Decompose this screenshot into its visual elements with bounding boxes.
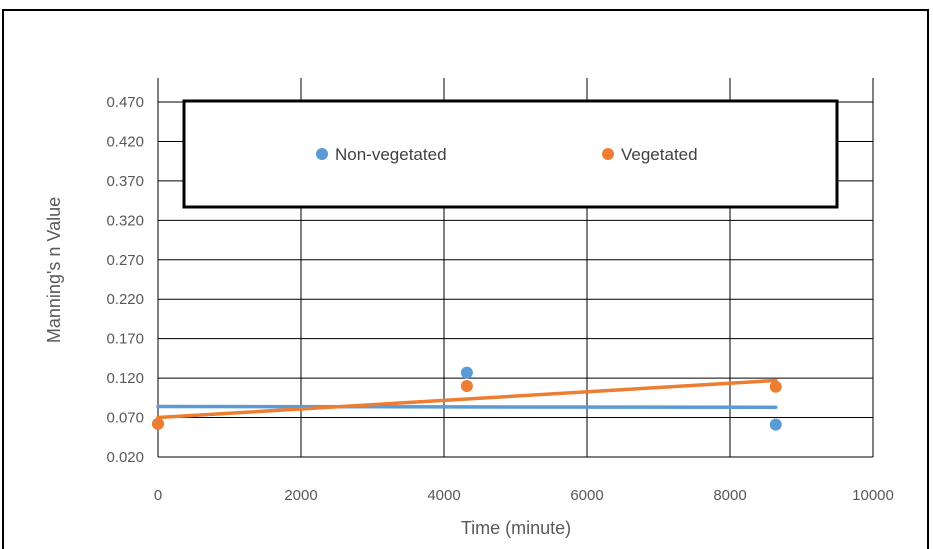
- trendlines: [156, 378, 778, 420]
- y-tick-label: 0.370: [106, 173, 144, 190]
- trendline-vegetated: [156, 378, 778, 420]
- legend-box: [182, 99, 839, 209]
- y-tick-label: 0.170: [106, 331, 144, 348]
- y-tick-label: 0.470: [106, 94, 144, 111]
- x-tick-label: 0: [154, 487, 162, 504]
- y-tick-label: 0.120: [106, 370, 144, 387]
- point-vegetated: [769, 380, 782, 393]
- x-tick-labels: 0 2000 4000 6000 8000 10000: [154, 487, 894, 504]
- chart-frame: [2, 9, 929, 549]
- x-tick-label: 8000: [713, 487, 746, 504]
- y-axis-title: Manning's n Value: [44, 197, 64, 343]
- y-tick-label: 0.070: [106, 410, 144, 427]
- trendline-non-vegetated: [156, 404, 778, 410]
- y-tick-label: 0.020: [106, 449, 144, 466]
- point-non-vegetated: [460, 366, 473, 379]
- y-tick-labels: 0.020 0.070 0.120 0.170 0.220 0.270 0.320 0.370…: [106, 94, 144, 466]
- point-vegetated: [152, 417, 164, 430]
- y-tick-label: 0.270: [106, 252, 144, 269]
- data-points: [152, 366, 782, 431]
- legend-marker-vegetated: [602, 148, 614, 160]
- x-axis-title: Time (minute): [461, 518, 571, 538]
- legend-label-non-vegetated: Non-vegetated: [335, 145, 447, 164]
- legend-label-vegetated: Vegetated: [621, 145, 698, 164]
- point-non-vegetated: [769, 418, 782, 431]
- legend: Non-vegetated Vegetated: [182, 99, 839, 209]
- legend-marker-non-vegetated: [316, 148, 328, 160]
- x-tick-label: 2000: [284, 487, 317, 504]
- x-tick-label: 4000: [427, 487, 460, 504]
- x-tick-label: 10000: [852, 487, 894, 504]
- y-tick-label: 0.320: [106, 212, 144, 229]
- point-vegetated: [460, 380, 473, 392]
- x-tick-label: 6000: [570, 487, 603, 504]
- y-tick-label: 0.420: [106, 133, 144, 150]
- y-tick-label: 0.220: [106, 291, 144, 308]
